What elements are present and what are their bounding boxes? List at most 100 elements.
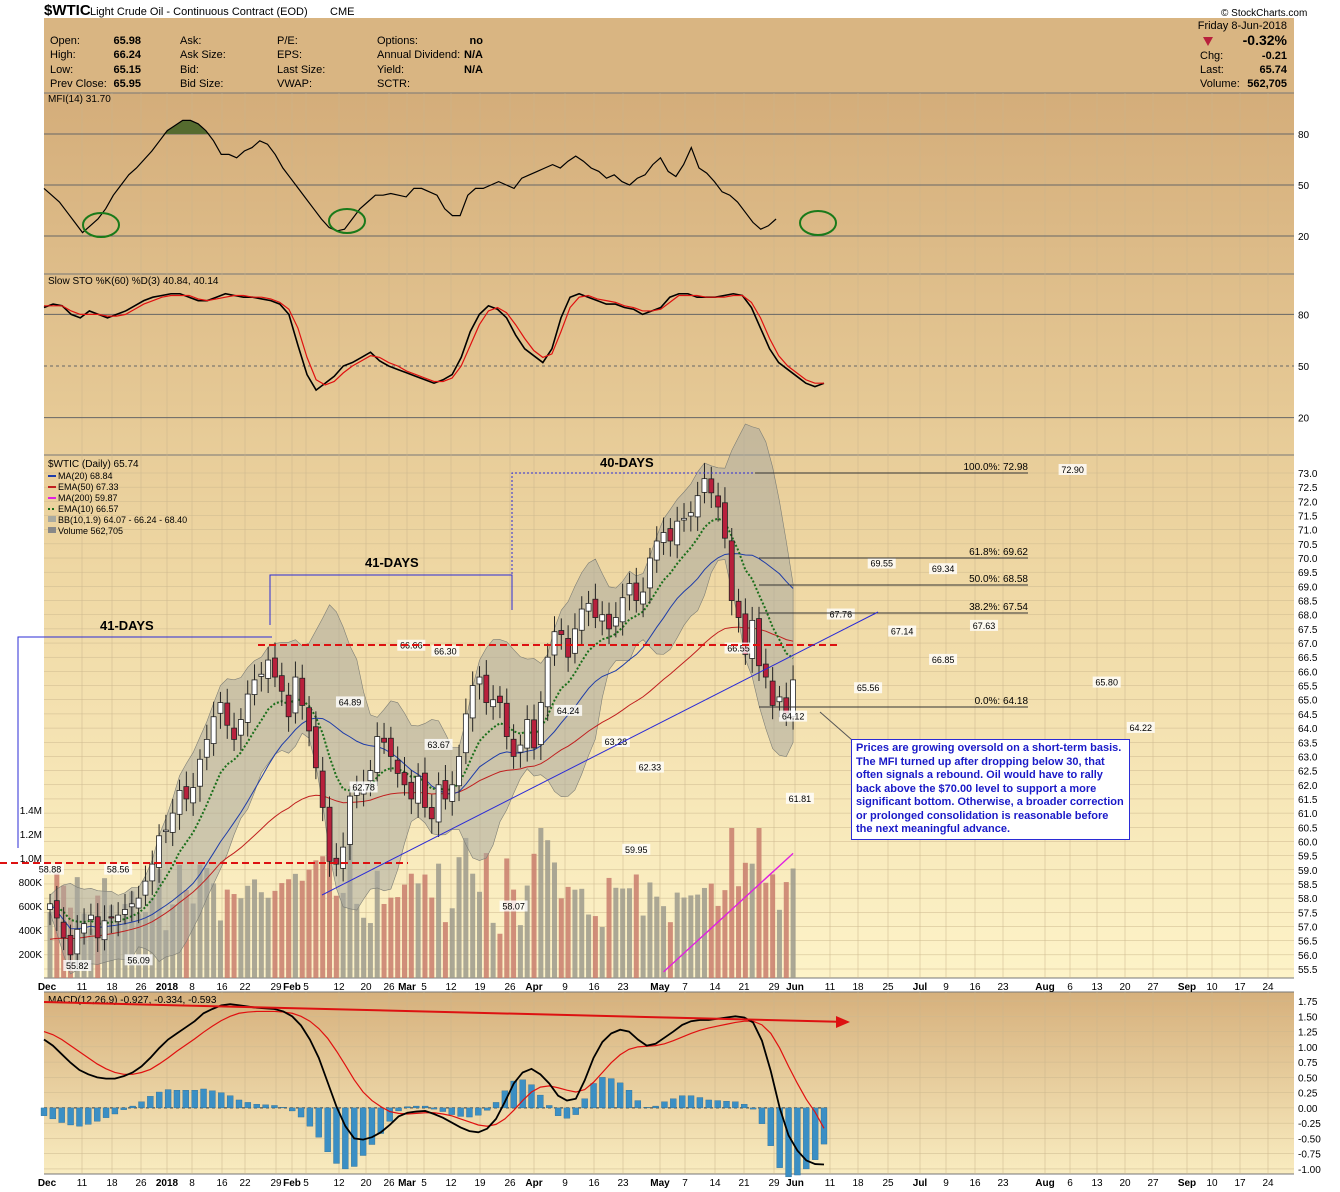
macd-x-tick-label: 23	[997, 1178, 1009, 1189]
macd-line	[43, 1003, 825, 1166]
fib-label-50: 50.0%: 68.58	[969, 574, 1028, 585]
candle-body	[258, 673, 265, 677]
candle-body	[681, 517, 687, 521]
macd-x-tick-label: 14	[709, 1178, 721, 1189]
candle-body	[524, 719, 531, 749]
low-value: 65.15	[113, 64, 141, 76]
x-tick-label: 27	[1147, 982, 1159, 993]
pe-label: P/E:	[277, 35, 298, 47]
volume-bar	[661, 906, 667, 978]
x-tick-label: 23	[617, 982, 629, 993]
x-tick-label: Sep	[1178, 982, 1196, 993]
stochastic-title: Slow STO %K(60) %D(3) 40.84, 40.14	[48, 276, 219, 287]
volume-bar	[763, 882, 769, 978]
legend-ema10: EMA(10) 66.57	[58, 504, 119, 514]
macd-histogram-bar	[40, 1107, 48, 1116]
x-tick-label: 11	[825, 982, 836, 993]
macd-x-tick-label: Feb	[283, 1178, 301, 1189]
price-label: 65.80	[1095, 678, 1118, 688]
price-y-tick: 72.5	[1298, 483, 1318, 494]
macd-x-tick-label: 17	[1234, 1178, 1246, 1189]
macd-histogram-bar	[421, 1105, 429, 1109]
price-y-tick: 65.0	[1298, 696, 1318, 707]
volume-bar	[463, 837, 469, 978]
price-y-tick: 64.0	[1298, 724, 1318, 735]
macd-histogram-bar	[297, 1107, 305, 1118]
x-tick-label: 26	[135, 982, 147, 993]
volume-y-tick: 1.2M	[20, 830, 42, 841]
ma20-line	[49, 553, 794, 930]
x-tick-label: 10	[1206, 982, 1218, 993]
options-value: no	[470, 35, 484, 47]
bid-label: Bid:	[180, 64, 199, 76]
price-y-tick: 73.0	[1298, 469, 1318, 480]
x-tick-label: 5	[421, 982, 427, 993]
candle-body	[762, 663, 769, 678]
macd-histogram-bar	[510, 1080, 517, 1109]
ema50-line	[49, 626, 794, 940]
macd-y-tick: 0.75	[1298, 1058, 1318, 1069]
price-y-tick: 57.0	[1298, 922, 1318, 933]
mfi-panel: 80 50 20	[43, 119, 1310, 243]
bracket-40-days	[511, 472, 755, 610]
candle-body	[612, 617, 619, 627]
volume-bar	[436, 863, 442, 978]
low-label: Low:	[50, 64, 73, 76]
volume-bar	[190, 903, 196, 978]
price-label-bg	[63, 960, 92, 971]
macd-x-tick-label: 20	[360, 1178, 372, 1189]
macd-x-tick-label: 20	[1119, 1178, 1131, 1189]
candle-body	[210, 716, 217, 744]
price-label-bg	[499, 900, 528, 912]
candle-body	[149, 863, 156, 882]
macd-y-tick: 1.75	[1298, 997, 1318, 1008]
macd-histogram-bar	[200, 1088, 207, 1109]
x-tick-label: 16	[216, 982, 228, 993]
macd-x-tick-label: 16	[216, 1178, 228, 1189]
price-label-bg	[888, 625, 917, 637]
price-y-tick: 57.5	[1298, 908, 1318, 919]
volume-y-tick: 1.0M	[20, 854, 42, 865]
annotations: 41-DAYS 41-DAYS 40-DAYS 100.0%: 72.98 61…	[0, 208, 1028, 1028]
x-tick-label: 22	[239, 982, 251, 993]
volume-bar	[340, 892, 346, 978]
candle-body	[449, 784, 456, 802]
candle-body	[483, 674, 490, 703]
price-label: 58.88	[39, 865, 62, 875]
volume-bar	[783, 882, 789, 978]
candle-body	[715, 495, 722, 508]
price-y-tick: 55.5	[1298, 965, 1318, 976]
legend-swatch-bb	[48, 516, 56, 522]
macd-histogram-bar	[359, 1107, 367, 1156]
price-label: 67.76	[830, 610, 853, 620]
volume-bar	[667, 922, 673, 978]
candle-body	[510, 738, 517, 757]
candle-body	[197, 758, 203, 787]
candle-body	[47, 903, 53, 910]
candle-body	[115, 914, 122, 922]
volume-bar	[388, 897, 394, 978]
candle-body	[162, 829, 169, 832]
macd-x-tick-label: 5	[303, 1178, 309, 1189]
eps-label: EPS:	[277, 49, 302, 61]
price-label: 64.12	[782, 712, 805, 722]
volume-bar	[633, 874, 639, 978]
x-tick-label: 8	[189, 982, 195, 993]
x-tick-label: 12	[333, 982, 345, 993]
volume-bar	[402, 884, 408, 978]
x-tick-label: 29	[768, 982, 780, 993]
dividend-label: Annual Dividend:	[377, 49, 460, 61]
macd-histogram-bar	[625, 1090, 633, 1109]
volume-bar	[776, 909, 782, 978]
price-label-bg	[124, 954, 153, 966]
macd-x-tick-label: 9	[562, 1178, 568, 1189]
candle-body	[237, 719, 244, 736]
macd-histogram-bar	[767, 1107, 774, 1146]
price-y-tick: 71.5	[1298, 512, 1318, 523]
volume-bar	[292, 873, 298, 978]
candle-body	[572, 628, 578, 654]
x-tick-label: 20	[1119, 982, 1131, 993]
price-label: 69.55	[870, 559, 893, 569]
macd-y-tick: 1.25	[1298, 1028, 1318, 1039]
